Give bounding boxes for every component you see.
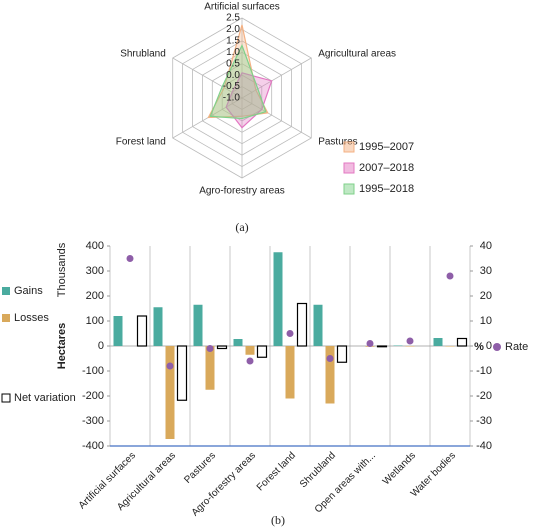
r-tick-label: 2.0: [226, 24, 240, 35]
legend-swatch: [343, 162, 355, 174]
bar: [193, 304, 203, 346]
axis-label: Pastures: [318, 137, 357, 148]
rate-dot: [206, 345, 214, 352]
legend-label: 1995–2018: [359, 183, 414, 195]
bar: [445, 346, 455, 347]
radar-area: [209, 43, 267, 120]
r-tick-label: 1.5: [226, 35, 240, 46]
y-tick-label: 400: [86, 240, 104, 252]
bar: [296, 302, 308, 347]
spoke: [241, 97, 312, 139]
bar: [405, 346, 415, 347]
x-tick-label: Shrubland: [298, 450, 338, 490]
y-tick-label: 300: [86, 265, 104, 277]
rate-dot: [166, 362, 174, 370]
bar: [313, 304, 323, 346]
rate-dot: [446, 272, 454, 280]
r-tick-label: -0.5: [223, 81, 241, 92]
bar: [153, 307, 163, 346]
y2-tick-label: -10: [476, 365, 492, 377]
y2-tick-label: 20: [480, 290, 492, 302]
spoke: [172, 57, 243, 99]
bar: [205, 346, 215, 390]
legend-label: 1995–2007: [359, 141, 414, 153]
y-axis-title: Hectares: [56, 323, 68, 369]
rate-dot: [126, 255, 134, 262]
axis-label: Agro-forestry areas: [199, 186, 285, 197]
bar: [273, 252, 283, 346]
bar: [393, 345, 403, 346]
x-tick-label: Pastures: [182, 450, 218, 486]
y-tick-label: -100: [82, 365, 104, 377]
y-tick-label: 200: [86, 290, 104, 302]
legend-swatch: [2, 314, 10, 322]
x-tick-label: Forest land: [255, 450, 298, 493]
y2-tick-label: -40: [476, 440, 492, 452]
axis-label: Forest land: [116, 137, 166, 148]
y-axis-unit: Thousands: [56, 242, 68, 297]
legend-label: Rate: [505, 341, 528, 353]
r-tick-label: 1.0: [226, 47, 240, 58]
y2-tick-label: 10: [480, 315, 492, 327]
y-tick-label: -300: [82, 415, 104, 427]
legend-swatch: [1, 393, 11, 403]
bar: [233, 339, 243, 346]
caption: (a): [235, 220, 248, 234]
radar-area: [207, 24, 269, 119]
r-tick-label: 0.5: [226, 58, 240, 69]
axis-label: Shrubland: [120, 49, 166, 60]
y2-tick-label: -30: [476, 415, 492, 427]
spoke: [172, 97, 243, 139]
r-tick-label: -1.0: [223, 93, 241, 104]
bar: [336, 345, 348, 363]
radar-area: [225, 72, 273, 129]
bar: [176, 345, 188, 401]
legend-label: Gains: [14, 285, 43, 297]
bar: [113, 316, 123, 346]
bar: [165, 346, 175, 439]
bar: [376, 345, 388, 348]
bar: [216, 345, 228, 350]
y2-tick-label: -20: [476, 390, 492, 402]
y-tick-label: -200: [82, 390, 104, 402]
bar: [245, 346, 255, 355]
rate-dot: [246, 357, 254, 365]
legend-swatch: [343, 141, 355, 153]
caption: (b): [271, 513, 285, 527]
bar: [433, 338, 443, 346]
rate-dot: [366, 340, 374, 347]
bar: [456, 337, 468, 347]
bar: [285, 346, 295, 399]
rate-dot: [406, 337, 414, 345]
y-tick-label: 100: [86, 315, 104, 327]
y-tick-label: -400: [82, 440, 104, 452]
spoke: [241, 57, 312, 99]
axis-label: Artificial surfaces: [204, 2, 280, 13]
r-tick-label: 0.0: [226, 70, 240, 81]
y2-axis-title: %: [474, 341, 484, 353]
y-tick-label: 0: [98, 340, 104, 352]
legend-label: Net variation: [14, 392, 76, 404]
rate-dot: [326, 355, 334, 362]
legend-label: Losses: [14, 312, 49, 324]
y2-tick-label: 30: [480, 265, 492, 277]
legend-swatch: [493, 343, 501, 351]
bar: [325, 346, 335, 404]
x-tick-label: Wetlands: [381, 450, 418, 487]
rate-dot: [286, 330, 294, 337]
bar: [136, 315, 148, 347]
legend-swatch: [343, 183, 355, 195]
y2-tick-label: 0: [486, 340, 492, 352]
legend-swatch: [2, 287, 10, 295]
axis-label: Agricultural areas: [318, 49, 396, 60]
bar: [256, 345, 268, 358]
legend-label: 2007–2018: [359, 162, 414, 174]
r-tick-label: 2.5: [226, 13, 240, 24]
y2-tick-label: 40: [480, 240, 492, 252]
